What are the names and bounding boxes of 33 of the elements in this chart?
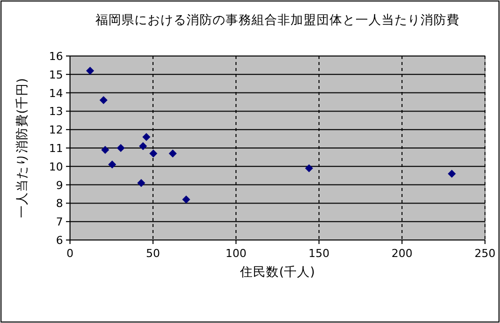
y-axis-title: 一人当たり消防費(千円) bbox=[14, 78, 29, 218]
point bbox=[101, 146, 110, 154]
y-tick-label: 13 bbox=[49, 105, 63, 118]
x-tick-label: 200 bbox=[392, 247, 412, 260]
x-tick-label: 150 bbox=[308, 247, 330, 260]
point bbox=[168, 150, 177, 158]
point bbox=[108, 160, 116, 169]
y-tick-label: 12 bbox=[49, 124, 63, 137]
y-tick-label: 15 bbox=[49, 68, 63, 82]
point bbox=[305, 164, 314, 172]
point bbox=[116, 144, 125, 152]
point bbox=[86, 66, 94, 75]
x-axis-title: 住民数(千人) bbox=[239, 264, 315, 279]
point bbox=[100, 96, 108, 104]
y-tick-label: 14 bbox=[49, 86, 63, 100]
y-tick-label: 6 bbox=[56, 234, 63, 247]
x-tick-label: 50 bbox=[146, 247, 160, 260]
x-tick-label: 250 bbox=[474, 247, 496, 260]
point bbox=[142, 132, 150, 141]
x-tick-label: 0 bbox=[66, 247, 74, 260]
y-tick-label: 7 bbox=[56, 216, 63, 229]
y-tick-label: 11 bbox=[49, 142, 63, 155]
y-tick-label: 9 bbox=[56, 178, 63, 192]
y-tick-label: 8 bbox=[56, 197, 63, 210]
x-tick-label: 100 bbox=[226, 247, 246, 260]
point bbox=[448, 170, 456, 178]
chart-title: 福岡県における消防の事務組合非加盟団体と一人当たり消防費 bbox=[96, 12, 460, 27]
y-tick-label: 16 bbox=[49, 50, 63, 63]
point bbox=[139, 142, 148, 150]
point bbox=[149, 150, 158, 158]
y-tick-label: 10 bbox=[49, 160, 63, 174]
point bbox=[137, 178, 146, 187]
point bbox=[182, 196, 190, 204]
